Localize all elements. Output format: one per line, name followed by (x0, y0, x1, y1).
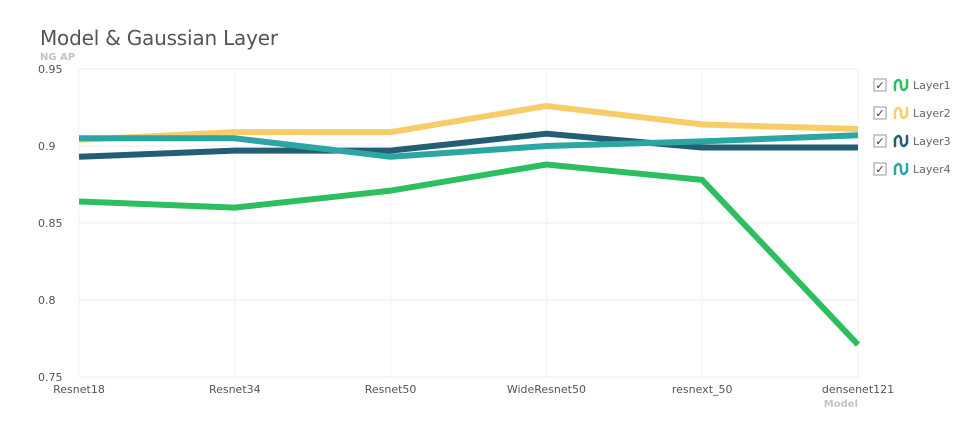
legend-label: Layer4 (913, 163, 951, 176)
series-lines (78, 102, 861, 347)
y-axis: 0.95 0.9 0.85 0.8 0.75 (38, 63, 63, 384)
x-tick-label: densenet121 (822, 383, 894, 396)
series-line-layer4 (79, 132, 859, 160)
y-tick-label: 0.8 (38, 294, 56, 307)
series-swatch-icon (893, 134, 909, 148)
series-line-layer1 (78, 161, 861, 347)
legend-label: Layer1 (913, 79, 951, 92)
x-tick-label: Resnet34 (209, 383, 261, 396)
x-tick-label: Resnet18 (53, 383, 105, 396)
legend-checkbox[interactable] (873, 106, 887, 120)
legend-item-layer3[interactable]: ✓ Layer3 (873, 134, 951, 148)
legend-item-layer2[interactable]: ✓ Layer2 (873, 106, 951, 120)
y-tick-label: 0.95 (38, 63, 63, 76)
legend-item-layer1[interactable]: ✓ Layer1 (873, 78, 951, 92)
legend-label: Layer2 (913, 107, 951, 120)
check-icon: ✓ (875, 163, 884, 176)
legend-item-layer4[interactable]: ✓ Layer4 (873, 162, 951, 176)
check-icon: ✓ (875, 79, 884, 92)
y-tick-label: 0.85 (38, 217, 63, 230)
x-axis-title: Model (824, 399, 858, 410)
series-swatch-icon (893, 162, 909, 176)
x-tick-label: resnext_50 (672, 383, 733, 396)
check-icon: ✓ (875, 135, 884, 148)
y-tick-label: 0.75 (38, 371, 63, 384)
legend: ✓ Layer1 ✓ Layer2 ✓ Layer3 ✓ Layer4 (873, 78, 951, 176)
series-swatch-icon (893, 106, 909, 120)
grid-lines (78, 68, 859, 378)
x-axis: Resnet18 Resnet34 Resnet50 WideResnet50 resn… (53, 383, 894, 396)
legend-checkbox[interactable] (873, 78, 887, 92)
legend-label: Layer3 (913, 135, 951, 148)
y-tick-label: 0.9 (38, 140, 56, 153)
y-axis-title: NG AP (40, 52, 75, 63)
series-swatch-icon (893, 78, 909, 92)
check-icon: ✓ (875, 107, 884, 120)
series-line-layer2 (78, 102, 859, 143)
legend-checkbox[interactable] (873, 162, 887, 176)
x-tick-label: Resnet50 (365, 383, 417, 396)
legend-checkbox[interactable] (873, 134, 887, 148)
x-tick-label: WideResnet50 (507, 383, 586, 396)
chart-title: Model & Gaussian Layer (40, 26, 278, 50)
series-line-layer3 (78, 130, 858, 160)
